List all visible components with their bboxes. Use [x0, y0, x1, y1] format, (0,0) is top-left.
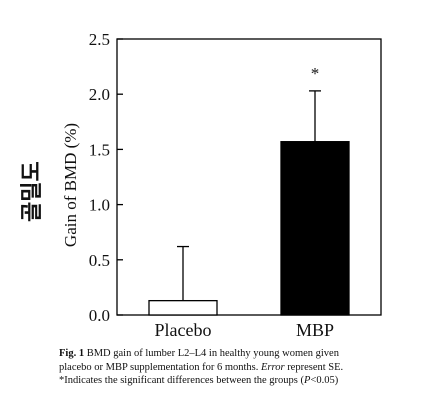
y-tick-label: 1.0: [89, 196, 110, 215]
caption-line2b: represent SE.: [284, 361, 344, 373]
caption-line2a: placebo or MBP supplementation for 6 mon…: [59, 361, 262, 373]
caption-lead: Fig. 1: [59, 348, 85, 359]
y-tick-label: 1.5: [89, 140, 110, 159]
y-ticks: 0.0 0.5 1.0 1.5 2.0 2.5: [89, 30, 123, 325]
caption-line2-em: Error: [261, 361, 285, 373]
y-tick-label: 0.0: [89, 306, 110, 325]
category-label: MBP: [296, 320, 334, 340]
bar-mbp: [280, 141, 350, 316]
caption-line3a: *Indicates the significant differences b…: [59, 375, 305, 386]
bar-chart: 0.0 0.5 1.0 1.5 2.0 2.5 Placebo MBP * Gain of B…: [61, 30, 382, 340]
caption-line1: BMD gain of lumber L2–L4 in healthy youn…: [84, 348, 339, 359]
y-axis-label: Gain of BMD (%): [61, 123, 80, 247]
side-label: 골밀도: [20, 161, 45, 222]
y-tick-label: 2.5: [89, 30, 110, 49]
caption-line3-em: P: [304, 375, 311, 386]
axes: [116, 38, 382, 316]
y-tick-label: 0.5: [89, 251, 110, 270]
bars: Placebo MBP *: [148, 64, 350, 340]
bar-placebo: [148, 299, 218, 316]
category-label: Placebo: [155, 320, 212, 340]
figure-caption: Fig. 1 BMD gain of lumber L2–L4 in healt…: [59, 347, 415, 388]
significance-marker: *: [311, 64, 320, 83]
plot-frame: [116, 38, 382, 316]
y-tick-label: 2.0: [89, 85, 110, 104]
caption-line3b: <0.05): [310, 375, 339, 386]
